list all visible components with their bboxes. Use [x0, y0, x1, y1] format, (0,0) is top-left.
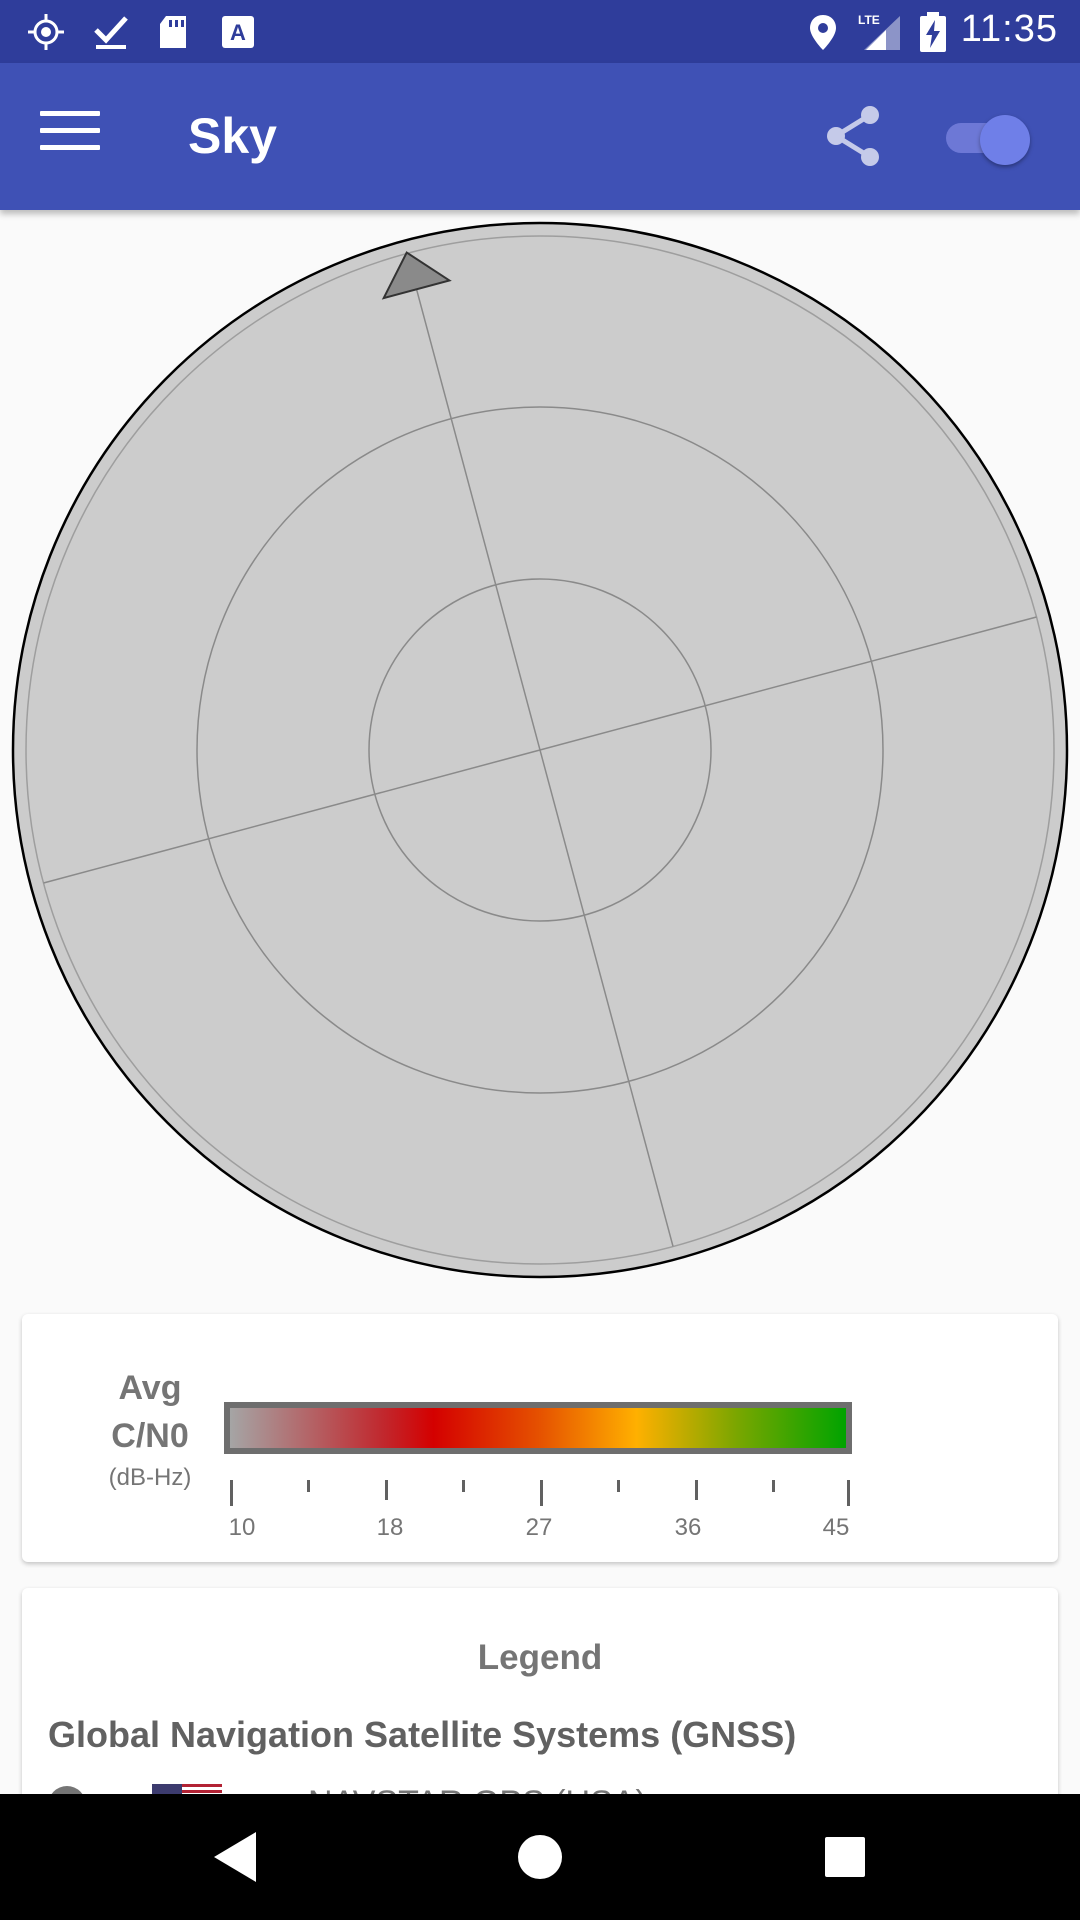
tick-major: [540, 1480, 543, 1506]
legend-title: Legend: [477, 1638, 603, 1677]
tick-label: 45: [822, 1514, 850, 1541]
cn0-label-unit: (dB-Hz): [108, 1464, 192, 1491]
location-target-icon: [28, 14, 64, 50]
tick-major: [847, 1480, 850, 1506]
tick-minor: [617, 1480, 620, 1492]
north-arrow-icon: [381, 251, 452, 300]
tick-label: 18: [376, 1514, 404, 1541]
cn0-label: Avg C/N0 (dB-Hz): [62, 1364, 238, 1496]
sky-horizon-ring: [25, 235, 1055, 1265]
battery-charging-icon: [920, 12, 946, 52]
svg-text:A: A: [230, 20, 246, 45]
home-icon[interactable]: [505, 1824, 575, 1890]
lte-label: LTE: [858, 13, 880, 27]
tick-major: [230, 1480, 233, 1506]
status-time: 11:35: [960, 8, 1058, 50]
cn0-label-title: C/N0: [111, 1417, 189, 1455]
tick-label: 36: [674, 1514, 702, 1541]
sky-elevation-ring-30: [196, 406, 884, 1094]
back-icon[interactable]: [200, 1824, 270, 1890]
location-pin-icon: [810, 15, 836, 50]
hamburger-menu-icon[interactable]: [40, 111, 100, 161]
cn0-ticks: [230, 1480, 850, 1510]
page-title: Sky: [188, 108, 277, 164]
tick-minor: [307, 1480, 310, 1492]
tick-label: 27: [525, 1514, 553, 1541]
tick-minor: [772, 1480, 775, 1492]
status-bar: A LTE 11:35: [0, 0, 1080, 63]
tick-major: [695, 1480, 698, 1500]
a-font-icon: A: [222, 16, 254, 48]
share-icon[interactable]: [820, 103, 886, 169]
cn0-label-avg: Avg: [118, 1369, 182, 1407]
lte-signal-icon: LTE: [858, 13, 900, 50]
cn0-gradient-bar: [224, 1402, 852, 1454]
east-west-axis: [43, 616, 1037, 884]
checkmark-download-icon: [94, 16, 128, 49]
tick-major: [385, 1480, 388, 1500]
toggle-thumb: [980, 115, 1030, 165]
sd-card-icon: [160, 16, 186, 48]
cn0-tick-labels: 10 18 27 36 45: [22, 1514, 1058, 1544]
gps-toggle-switch[interactable]: [946, 115, 1032, 165]
app-bar: Sky: [0, 63, 1080, 210]
gnss-heading: Global Navigation Satellite Systems (GNS…: [48, 1714, 797, 1755]
sky-elevation-ring-60: [368, 578, 712, 922]
recents-icon[interactable]: [810, 1824, 880, 1890]
compass-axes: [43, 253, 1037, 1247]
tick-minor: [462, 1480, 465, 1492]
sky-view: [11, 221, 1069, 1279]
tick-label: 10: [228, 1514, 256, 1541]
cn0-card: Avg C/N0 (dB-Hz) 10 18 27 36 45: [22, 1314, 1058, 1562]
navigation-bar: [0, 1794, 1080, 1920]
